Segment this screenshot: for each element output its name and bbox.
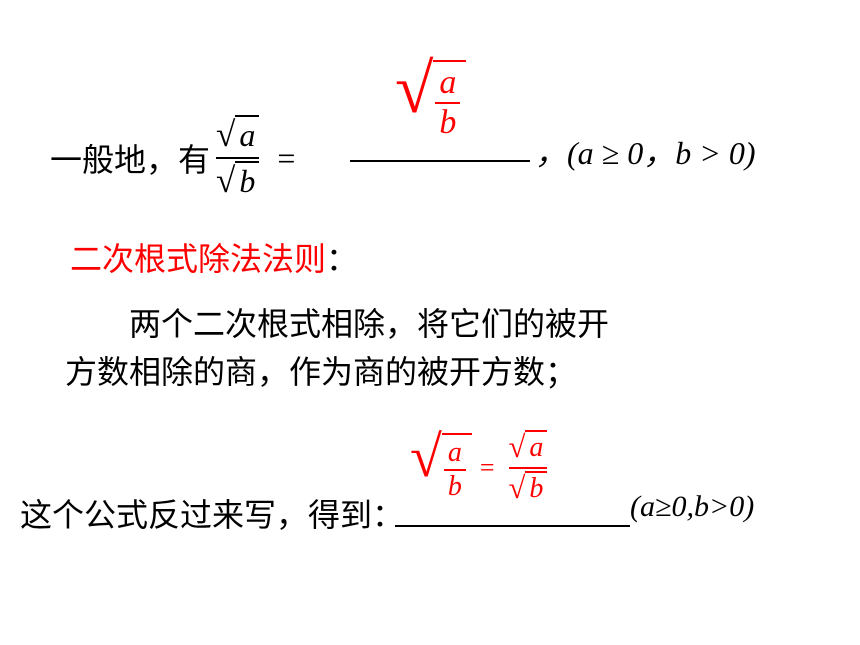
heading-colon: ： — [326, 241, 358, 277]
radical-icon: √ — [509, 471, 526, 506]
var-a: a — [640, 490, 655, 523]
radical-icon: √ — [410, 431, 442, 501]
cond-close: ) — [744, 490, 754, 523]
var-b: b — [525, 471, 547, 505]
reverse-get: 得到 — [308, 490, 372, 536]
var-a: a — [525, 430, 547, 464]
frac-a-b: a b — [435, 64, 460, 142]
intro-line: 一般地，有 √a √b = — [50, 115, 303, 201]
para-line-1: 两个二次根式相除，将它们的被开 — [65, 300, 805, 348]
ge-text: ≥ 0， — [594, 135, 676, 171]
fraction-bar — [509, 467, 548, 469]
condition-1: ，(a ≥ 0，b > 0) — [535, 128, 756, 174]
var-a: a — [444, 437, 466, 471]
radical-icon: √ — [395, 58, 433, 140]
heading-text: 二次根式除法法则 — [70, 241, 326, 277]
rule-paragraph: 两个二次根式相除，将它们的被开 方数相除的商，作为商的被开方数； — [65, 300, 805, 396]
var-b: b — [235, 161, 259, 200]
var-b: b — [444, 471, 466, 503]
var-a: a — [235, 115, 259, 154]
fraction-bar — [216, 157, 259, 159]
denominator-sqrt-b: √b — [509, 471, 548, 506]
intro-you: 有 — [178, 135, 210, 181]
denominator-sqrt-b: √b — [216, 161, 259, 201]
gt-text: >0 — [709, 490, 744, 523]
blank-underline-2 — [395, 525, 630, 527]
lhs-fraction: √a √b — [216, 115, 259, 201]
numerator-sqrt-a: √a — [509, 430, 548, 465]
equals-sign: = — [480, 453, 495, 483]
var-a: a — [578, 135, 594, 171]
intro-prefix: 一般地 — [50, 135, 146, 181]
reverse-formula: √ a b = √a √b — [410, 430, 553, 506]
equals-sign: = — [277, 140, 295, 177]
var-a: a — [435, 64, 460, 104]
radical-icon: √ — [216, 161, 235, 201]
var-b: b — [675, 135, 691, 171]
rule-heading: 二次根式除法法则： — [70, 234, 358, 280]
reverse-colon: ： — [372, 490, 404, 536]
para-line-2: 方数相除的商，作为商的被开方数； — [65, 348, 805, 396]
cond-open: ( — [630, 490, 640, 523]
cond-open: ，( — [535, 135, 578, 171]
var-b: b — [435, 104, 460, 142]
gt-text: > 0) — [691, 135, 755, 171]
radical-icon: √ — [216, 115, 235, 155]
radical-icon: √ — [509, 430, 526, 465]
numerator-sqrt-a: √a — [216, 115, 259, 155]
condition-2: (a≥0,b>0) — [630, 490, 754, 524]
ge-text: ≥0, — [655, 490, 694, 523]
rhs-fraction: √a √b — [509, 430, 548, 506]
blank-underline-1 — [350, 160, 530, 162]
reverse-line: 这个公式反过来写，得到： — [20, 490, 404, 536]
lhs-sqrt-frac: √ a b — [410, 433, 472, 503]
reverse-comma: ， — [276, 490, 308, 536]
intro-comma: ， — [146, 135, 178, 181]
var-b: b — [694, 490, 709, 523]
answer-sqrt-a-over-b: √ a b — [395, 60, 466, 142]
reverse-prefix: 这个公式反过来写 — [20, 490, 276, 536]
